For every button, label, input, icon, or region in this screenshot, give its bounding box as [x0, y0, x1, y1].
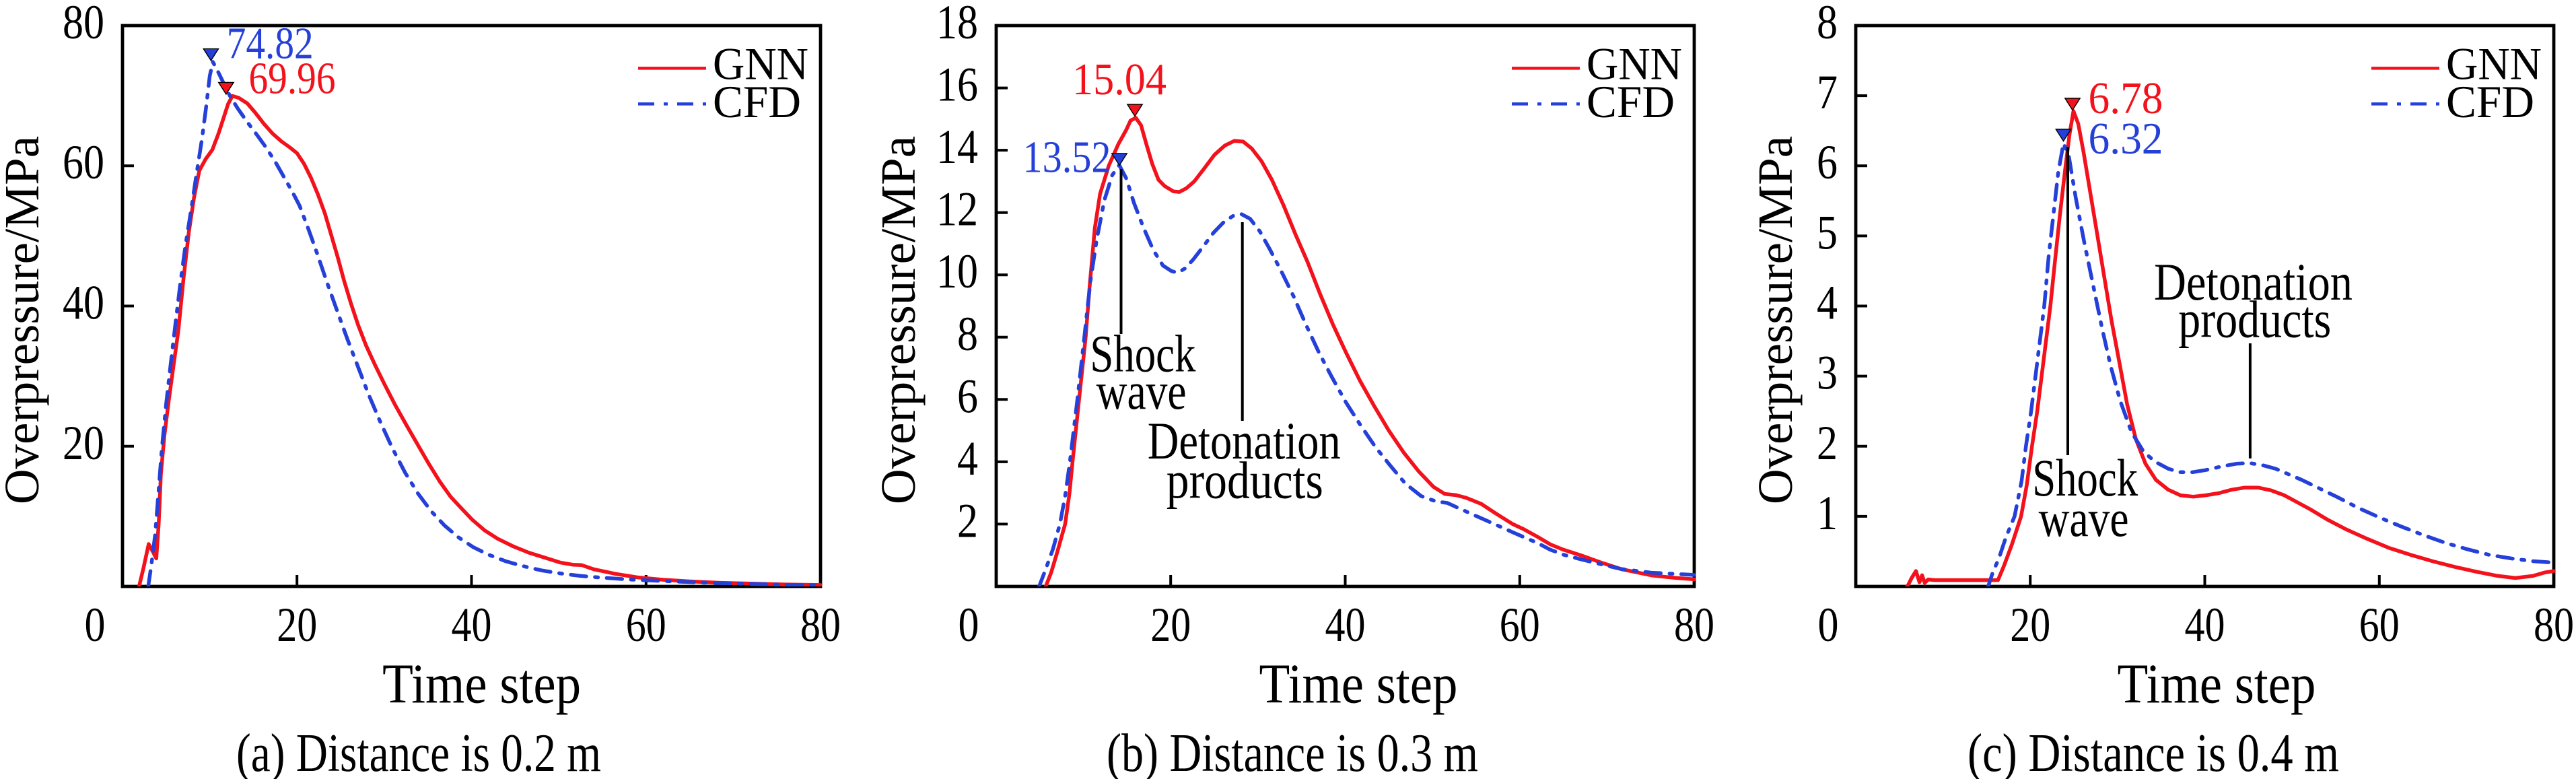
svg-text:60: 60 — [626, 598, 666, 652]
svg-text:14: 14 — [936, 120, 978, 174]
svg-text:1: 1 — [1817, 486, 1838, 540]
svg-text:Overpressure/MPa: Overpressure/MPa — [871, 136, 926, 504]
svg-text:80: 80 — [2534, 598, 2574, 652]
svg-text:40: 40 — [63, 276, 104, 330]
svg-text:20: 20 — [1150, 598, 1191, 652]
svg-text:40: 40 — [1325, 598, 1366, 652]
svg-text:8: 8 — [1817, 0, 1838, 49]
svg-text:16: 16 — [936, 58, 978, 112]
svg-text:40: 40 — [452, 598, 492, 652]
svg-text:Time step: Time step — [2118, 653, 2316, 716]
svg-text:2: 2 — [957, 494, 978, 547]
svg-text:CFD: CFD — [1587, 76, 1675, 127]
svg-text:6: 6 — [1817, 135, 1838, 189]
svg-text:13.52: 13.52 — [1023, 133, 1111, 182]
svg-text:74.82: 74.82 — [227, 19, 314, 69]
svg-text:20: 20 — [277, 598, 317, 652]
svg-text:wave: wave — [1096, 362, 1187, 420]
svg-text:GNN: GNN — [1587, 38, 1682, 89]
svg-text:Shock: Shock — [2032, 448, 2138, 507]
svg-text:(a) Distance is 0.2 m: (a) Distance is 0.2 m — [236, 722, 601, 779]
svg-text:0: 0 — [85, 598, 106, 652]
svg-text:Shock: Shock — [1090, 325, 1195, 383]
svg-text:18: 18 — [936, 0, 978, 49]
svg-text:15.04: 15.04 — [1072, 55, 1167, 104]
svg-text:60: 60 — [1500, 598, 1540, 652]
svg-text:60: 60 — [2359, 598, 2400, 652]
svg-text:4: 4 — [1817, 276, 1838, 330]
svg-text:Time step: Time step — [382, 653, 581, 716]
svg-text:(b) Distance is 0.3 m: (b) Distance is 0.3 m — [1107, 722, 1478, 779]
svg-text:2: 2 — [1817, 416, 1838, 470]
svg-text:7: 7 — [1817, 65, 1838, 119]
svg-text:20: 20 — [2010, 598, 2050, 652]
svg-text:69.96: 69.96 — [249, 54, 336, 104]
svg-text:10: 10 — [936, 244, 978, 298]
svg-text:Detonation: Detonation — [2154, 252, 2353, 311]
svg-text:CFD: CFD — [2446, 76, 2534, 127]
svg-text:80: 80 — [1674, 598, 1714, 652]
svg-text:Time step: Time step — [1259, 653, 1458, 716]
svg-text:80: 80 — [800, 598, 841, 652]
svg-text:6.32: 6.32 — [2089, 114, 2163, 164]
svg-text:GNN: GNN — [713, 38, 808, 89]
svg-text:3: 3 — [1817, 346, 1838, 400]
svg-text:products: products — [2178, 290, 2331, 349]
svg-text:80: 80 — [63, 0, 104, 49]
svg-text:wave: wave — [2039, 489, 2129, 547]
svg-text:40: 40 — [2185, 598, 2225, 652]
svg-text:12: 12 — [936, 182, 978, 236]
svg-text:0: 0 — [959, 598, 979, 652]
svg-text:Detonation: Detonation — [1148, 411, 1341, 470]
svg-text:4: 4 — [957, 432, 978, 485]
svg-text:0: 0 — [1818, 598, 1839, 652]
svg-text:6.78: 6.78 — [2089, 73, 2163, 123]
svg-text:Overpressure/MPa: Overpressure/MPa — [1748, 136, 1803, 504]
svg-text:20: 20 — [63, 416, 104, 470]
svg-text:products: products — [1167, 451, 1323, 510]
svg-text:CFD: CFD — [713, 76, 801, 127]
svg-text:8: 8 — [957, 307, 978, 361]
svg-text:GNN: GNN — [2446, 38, 2542, 89]
svg-text:(c) Distance is 0.4 m: (c) Distance is 0.4 m — [1968, 722, 2339, 779]
svg-text:60: 60 — [63, 135, 104, 189]
svg-text:5: 5 — [1817, 205, 1838, 259]
svg-text:6: 6 — [957, 369, 978, 423]
svg-text:Overpressure/MPa: Overpressure/MPa — [0, 136, 49, 504]
